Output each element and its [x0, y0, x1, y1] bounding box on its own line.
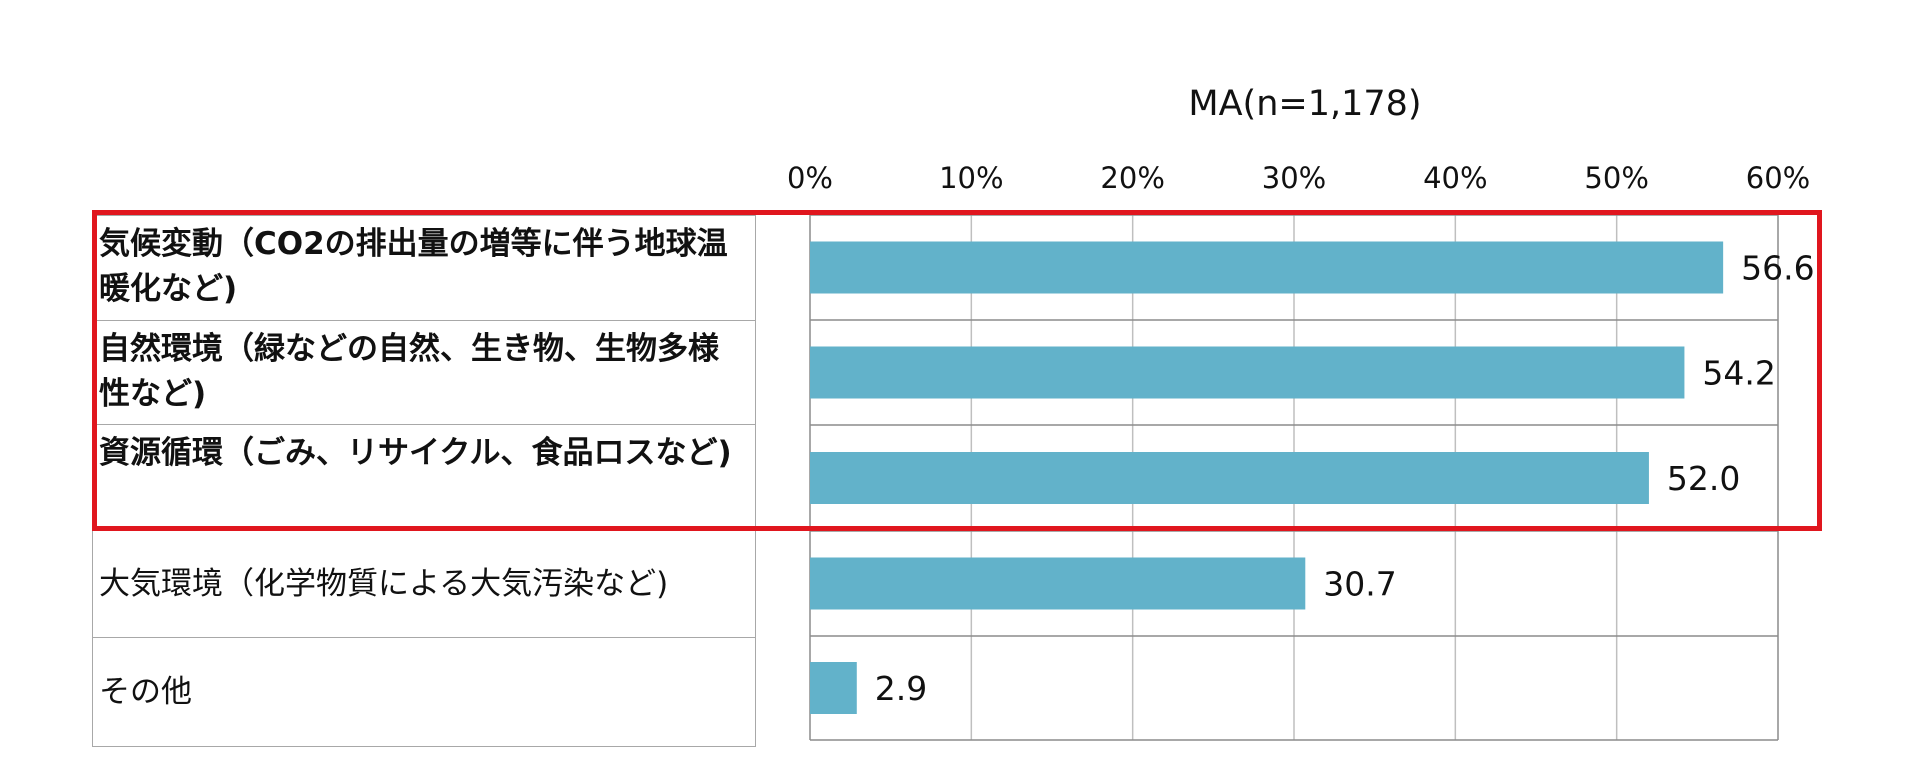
bar-value-label: 2.9	[875, 669, 927, 708]
bar	[810, 241, 1724, 294]
x-tick-label: 40%	[1423, 161, 1487, 195]
bar-value-label: 52.0	[1667, 459, 1740, 498]
category-row: 大気環境（化学物質による大気汚染など)	[92, 531, 756, 638]
category-label: 自然環境（緑などの自然、生き物、生物多様性など)	[99, 331, 719, 412]
category-label: 気候変動（CO2の排出量の増等に伴う地球温暖化など)	[99, 226, 728, 307]
value-label-layer: 56.6 54.2 52.0 30.7 2.9	[875, 249, 1815, 709]
bar	[810, 662, 857, 714]
bar	[810, 557, 1306, 610]
category-label-table: 気候変動（CO2の排出量の増等に伴う地球温暖化など) 自然環境（緑などの自然、生…	[92, 215, 756, 747]
bar-value-label: 30.7	[1323, 565, 1396, 604]
x-tick-label: 60%	[1746, 161, 1810, 195]
category-label: その他	[99, 673, 192, 710]
x-tick-label: 30%	[1262, 161, 1326, 195]
x-tick-label: 20%	[1100, 161, 1164, 195]
category-label: 大気環境（化学物質による大気汚染など)	[99, 565, 669, 602]
x-tick-label: 10%	[939, 161, 1003, 195]
category-label: 資源循環（ごみ、リサイクル、食品ロスなど)	[99, 435, 732, 471]
bar	[810, 346, 1685, 399]
bar	[810, 452, 1649, 504]
tick-label-layer: 0% 10% 20% 30% 40% 50% 60%	[787, 161, 1810, 195]
category-row: その他	[92, 638, 756, 747]
bar-value-label: 54.2	[1702, 354, 1775, 393]
x-tick-label: 50%	[1584, 161, 1648, 195]
category-row: 資源循環（ごみ、リサイクル、食品ロスなど)	[92, 425, 756, 531]
category-row: 気候変動（CO2の排出量の増等に伴う地球温暖化など)	[92, 215, 756, 321]
bar-value-label: 56.6	[1741, 249, 1814, 288]
bar-layer	[810, 241, 1724, 714]
category-row: 自然環境（緑などの自然、生き物、生物多様性など)	[92, 321, 756, 425]
chart-subtitle: MA(n=1,178)	[1188, 84, 1422, 124]
x-tick-label: 0%	[787, 161, 833, 195]
